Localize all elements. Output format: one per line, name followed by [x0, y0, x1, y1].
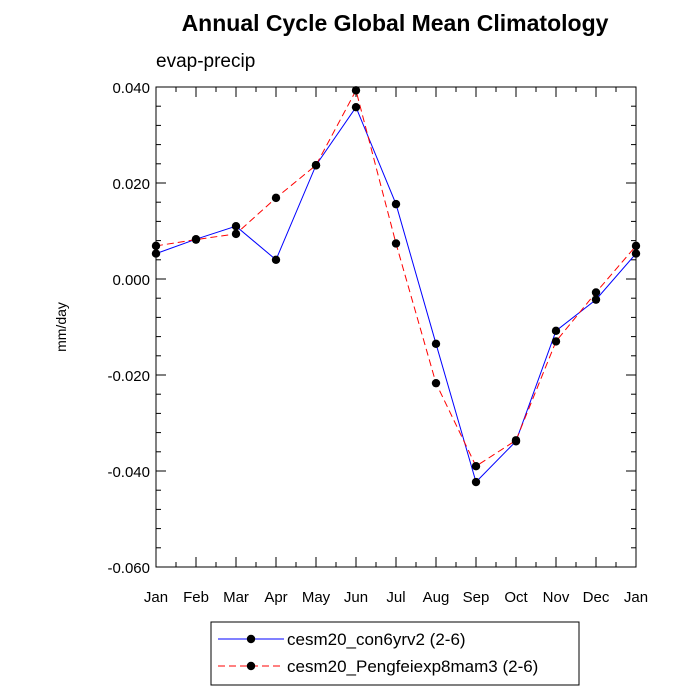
- x-tick-label: Oct: [504, 589, 528, 606]
- x-tick-label: Mar: [223, 589, 249, 606]
- series-line-2: [155, 89, 637, 467]
- y-tick-label: -0.040: [107, 464, 150, 481]
- series-2-point: [351, 86, 361, 95]
- x-tick-label: Dec: [583, 589, 610, 606]
- plot-frame: [155, 86, 637, 568]
- x-tick-label: Jun: [344, 589, 368, 606]
- series-2-point: [151, 241, 161, 251]
- series-1-point: [351, 102, 361, 112]
- legend-box: [210, 621, 580, 686]
- x-tick-label: Sep: [463, 589, 490, 606]
- plot-area: 0.040 0.020 0.000 -0.020 -0.040 -0.060 Jan Feb M…: [107, 80, 648, 606]
- legend-label-2: cesm20_Pengfeiexp8mam3 (2-6): [287, 657, 538, 676]
- series-1-point: [391, 199, 401, 209]
- x-tick-label: Jan: [144, 589, 168, 606]
- series-1-point: [271, 255, 281, 264]
- x-tick-label: May: [302, 589, 331, 606]
- series-2-point: [191, 235, 201, 244]
- series-2-point: [311, 161, 321, 170]
- legend-marker-2: [246, 661, 256, 671]
- x-tick-label: Apr: [264, 589, 287, 606]
- y-tick-label: -0.020: [107, 368, 150, 385]
- chart-title: Annual Cycle Global Mean Climatology: [182, 10, 609, 36]
- series-1-point: [551, 326, 561, 336]
- x-tick-label: Jul: [386, 589, 405, 606]
- series-2-point: [271, 193, 281, 203]
- y-tick-label: 0.000: [112, 272, 150, 289]
- series-1-point: [471, 477, 481, 487]
- series-2-point: [631, 241, 641, 251]
- legend-label-1: cesm20_con6yrv2 (2-6): [287, 630, 466, 649]
- series-1-point: [631, 249, 641, 258]
- series-2-point: [591, 288, 601, 297]
- legend-marker-1: [246, 634, 256, 644]
- x-tick-label: Jan: [624, 589, 648, 606]
- series-1-point: [231, 222, 241, 231]
- series-2-point: [391, 239, 401, 248]
- series-2-point: [471, 462, 481, 471]
- series-2-point: [231, 229, 241, 239]
- x-tick-label: Aug: [423, 589, 450, 606]
- series-1-point: [431, 339, 441, 348]
- chart-subtitle: evap-precip: [156, 51, 255, 72]
- legend: cesm20_con6yrv2 (2-6) cesm20_Pengfeiexp8m…: [210, 621, 580, 686]
- series-line-1: [155, 106, 637, 483]
- series-2-point: [431, 378, 441, 388]
- y-tick-label: 0.020: [112, 176, 150, 193]
- series-1-point: [591, 295, 601, 304]
- y-axis-label: mm/day: [53, 302, 69, 352]
- series-2-point: [511, 436, 521, 445]
- y-tick-label: -0.060: [107, 560, 150, 577]
- y-tick-label: 0.040: [112, 80, 150, 97]
- x-tick-label: Feb: [183, 589, 209, 606]
- series-1-point: [151, 249, 161, 258]
- x-tick-label: Nov: [543, 589, 570, 606]
- series-2-point: [551, 337, 561, 346]
